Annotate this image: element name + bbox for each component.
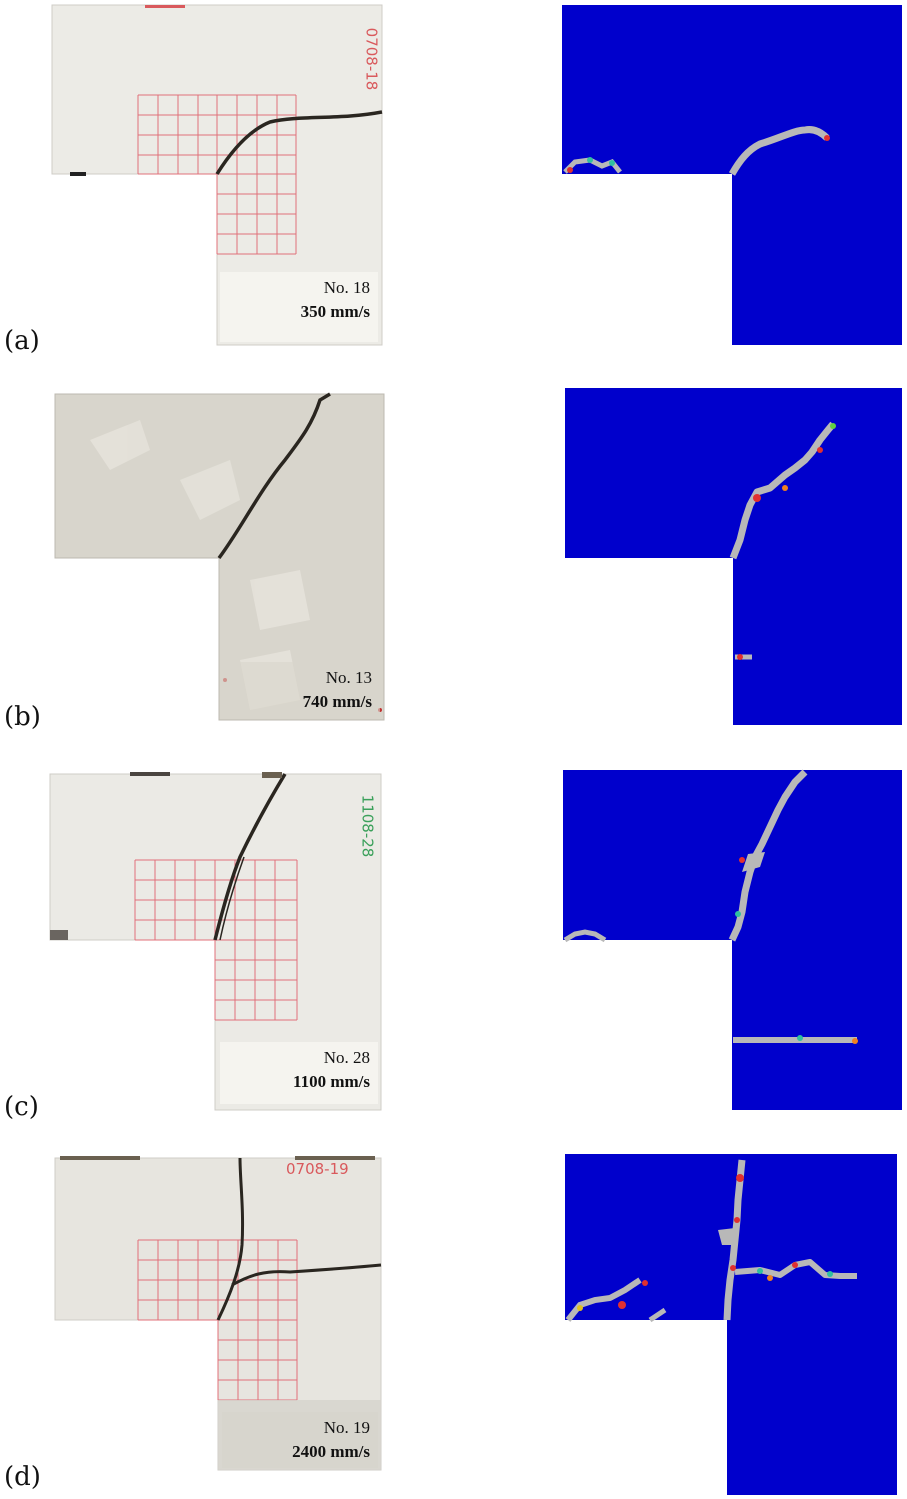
figure-row-d: No. 19 2400 mm/s 0708-19 (d) [0,1150,907,1499]
panel-label-c: (c) [4,1092,39,1122]
figure-row-c: No. 28 1100 mm/s 1108-28 (c) [0,762,907,1132]
photo-specimen-a [51,4,383,346]
photo-specimen-c [49,772,382,1111]
specimen-caption-a: No. 18 350 mm/s [220,272,378,342]
simulation-result-d [565,1154,897,1495]
specimen-number: No. 13 [325,668,372,687]
panel-label-a: (a) [4,326,40,356]
simulation-result-a [562,5,902,345]
panel-label-d: (d) [4,1462,41,1492]
panel-label-b: (b) [4,702,41,732]
figure-row-a: No. 18 350 mm/s 0708-18 (a) [0,0,907,370]
specimen-number: No. 18 [323,278,370,297]
specimen-number: No. 28 [323,1048,370,1067]
loading-speed: 740 mm/s [302,692,372,711]
loading-speed: 2400 mm/s [292,1442,370,1461]
specimen-caption-b: No. 13 740 mm/s [222,662,380,718]
simulation-result-b [565,388,902,725]
specimen-number: No. 19 [323,1418,370,1437]
loading-speed: 1100 mm/s [293,1072,370,1091]
specimen-caption-d: No. 19 2400 mm/s [222,1412,378,1468]
figure-row-b: No. 13 740 mm/s (b) [0,380,907,750]
specimen-marking: 0708-19 [286,1160,349,1178]
specimen-caption-c: No. 28 1100 mm/s [220,1042,378,1104]
simulation-result-c [563,769,902,1110]
loading-speed: 350 mm/s [300,302,370,321]
